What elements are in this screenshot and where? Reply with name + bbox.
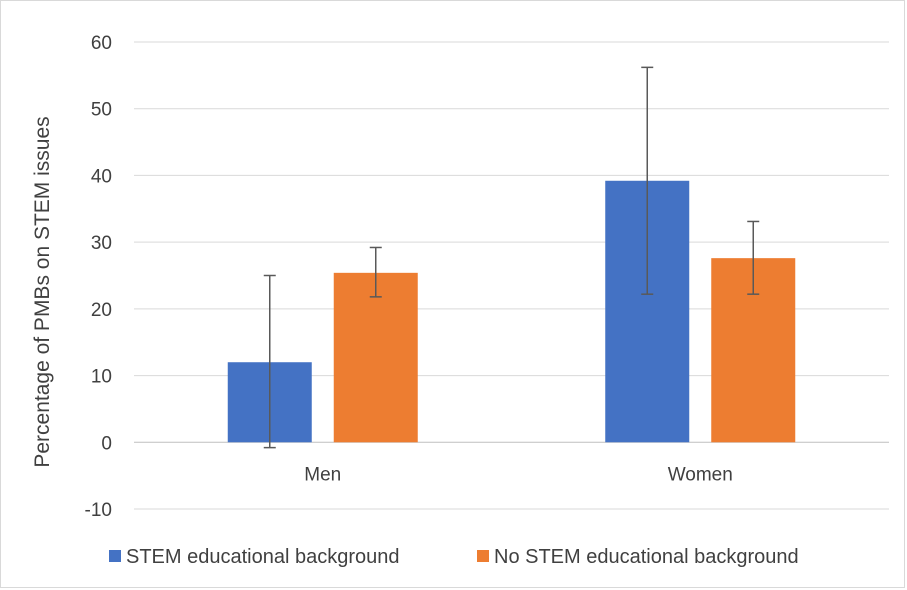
y-tick-label: 40 [91, 166, 112, 187]
y-tick-label: 50 [91, 100, 112, 121]
y-axis-ticks: -10 0 10 20 30 40 50 60 [85, 33, 112, 521]
bars [227, 180, 796, 443]
legend-label: STEM educational background [126, 546, 400, 568]
error-bars [263, 66, 760, 449]
legend-swatch [109, 550, 121, 562]
bar [333, 272, 418, 443]
x-axis-ticks: Men Women [304, 464, 733, 485]
y-tick-label: 0 [101, 433, 112, 454]
legend-label: No STEM educational background [494, 546, 799, 568]
legend: STEM educational background No STEM educa… [109, 546, 799, 568]
y-tick-label: 20 [91, 300, 112, 321]
y-axis-label: Percentage of PMBs on STEM issues [31, 116, 54, 467]
y-tick-label: 30 [91, 233, 112, 254]
x-tick-label: Men [304, 464, 341, 485]
legend-swatch [477, 550, 489, 562]
y-tick-label: 60 [91, 33, 112, 54]
y-tick-label: 10 [91, 367, 112, 388]
y-tick-label: -10 [85, 500, 112, 521]
x-tick-label: Women [668, 464, 733, 485]
